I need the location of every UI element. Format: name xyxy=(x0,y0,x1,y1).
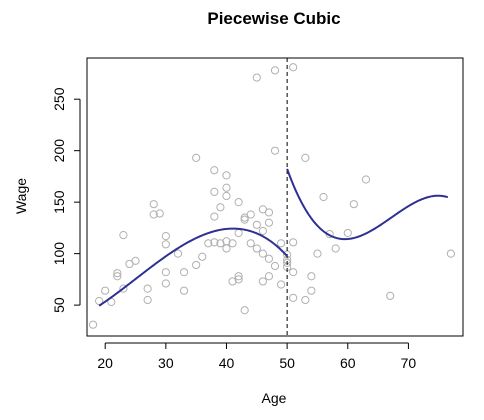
data-point xyxy=(258,226,267,236)
data-point xyxy=(155,209,164,218)
data-point xyxy=(252,220,261,229)
data-point xyxy=(246,210,255,219)
x-tick-label: 70 xyxy=(401,355,417,371)
data-point xyxy=(234,228,243,238)
data-point xyxy=(343,228,352,238)
data-point xyxy=(301,153,310,162)
data-point xyxy=(113,269,122,278)
data-point xyxy=(222,171,231,180)
data-point xyxy=(173,249,183,258)
y-tick-label: 250 xyxy=(51,87,67,111)
data-point xyxy=(222,183,231,192)
data-point xyxy=(301,295,310,305)
data-point xyxy=(119,284,128,293)
data-point xyxy=(119,230,128,240)
data-point xyxy=(270,261,280,271)
data-point xyxy=(319,192,328,202)
y-tick-label: 50 xyxy=(51,297,67,313)
data-point xyxy=(276,239,286,248)
data-point xyxy=(192,153,201,162)
data-point xyxy=(161,279,170,288)
data-point xyxy=(161,240,170,249)
data-point xyxy=(283,258,292,267)
data-point xyxy=(192,260,201,270)
data-point xyxy=(252,244,261,253)
fit-curve-left xyxy=(98,227,288,307)
y-tick-label: 150 xyxy=(51,190,67,214)
x-tick-label: 40 xyxy=(219,355,235,371)
data-point xyxy=(149,210,158,219)
data-point xyxy=(161,268,170,277)
x-axis-label: Age xyxy=(262,390,287,406)
x-axis: 20 30 40 50 60 70 xyxy=(97,342,417,371)
data-point xyxy=(228,277,237,286)
data-point xyxy=(222,244,231,253)
data-point xyxy=(113,272,122,281)
data-point xyxy=(228,239,237,248)
data-point xyxy=(283,250,292,259)
data-point xyxy=(222,191,231,201)
data-point xyxy=(240,306,249,315)
data-point xyxy=(331,244,340,253)
data-point xyxy=(198,252,207,261)
data-point xyxy=(131,256,140,265)
data-point xyxy=(101,286,110,295)
data-point xyxy=(270,66,280,75)
data-point xyxy=(446,249,455,258)
data-point xyxy=(88,320,98,329)
data-point xyxy=(179,268,189,277)
data-point xyxy=(307,286,316,295)
data-point xyxy=(210,212,219,221)
data-point xyxy=(270,146,280,155)
data-point xyxy=(240,215,249,224)
data-point xyxy=(276,280,286,289)
y-axis-label: Wage xyxy=(13,178,29,214)
x-tick-label: 60 xyxy=(340,355,356,371)
data-point xyxy=(210,238,219,247)
data-point xyxy=(234,198,243,207)
data-point xyxy=(210,187,219,196)
x-tick-label: 20 xyxy=(97,355,113,371)
data-point xyxy=(289,293,298,303)
data-point xyxy=(289,268,298,277)
data-point xyxy=(143,284,152,293)
plot-frame xyxy=(86,57,464,337)
data-point xyxy=(258,277,267,286)
data-point xyxy=(216,239,225,248)
data-point xyxy=(264,254,274,263)
y-axis: 50 100 150 200 250 xyxy=(51,87,81,313)
x-tick-label: 30 xyxy=(158,355,174,371)
data-point xyxy=(149,200,158,209)
data-point xyxy=(234,275,243,284)
data-point xyxy=(246,239,255,248)
data-point xyxy=(361,175,371,184)
data-point xyxy=(234,272,243,281)
data-point xyxy=(307,272,316,281)
data-point xyxy=(252,73,261,82)
chart-title: Piecewise Cubic xyxy=(207,9,340,28)
data-point xyxy=(179,286,189,295)
data-point xyxy=(386,291,395,300)
x-tick-label: 50 xyxy=(279,355,295,371)
data-point xyxy=(210,166,219,175)
data-point xyxy=(161,232,170,241)
y-tick-label: 100 xyxy=(51,242,67,266)
fit-curves xyxy=(98,168,449,307)
data-point xyxy=(349,200,358,209)
data-point xyxy=(143,295,152,305)
data-point xyxy=(264,272,274,281)
data-point xyxy=(216,203,225,212)
data-point xyxy=(289,63,298,72)
data-point xyxy=(204,239,213,248)
fit-curve-right xyxy=(286,168,449,241)
data-point xyxy=(264,218,274,227)
y-tick-label: 200 xyxy=(51,139,67,163)
data-points xyxy=(88,63,455,329)
data-point xyxy=(258,249,267,258)
data-point xyxy=(264,208,274,217)
data-point xyxy=(313,249,322,258)
data-point xyxy=(289,238,298,247)
